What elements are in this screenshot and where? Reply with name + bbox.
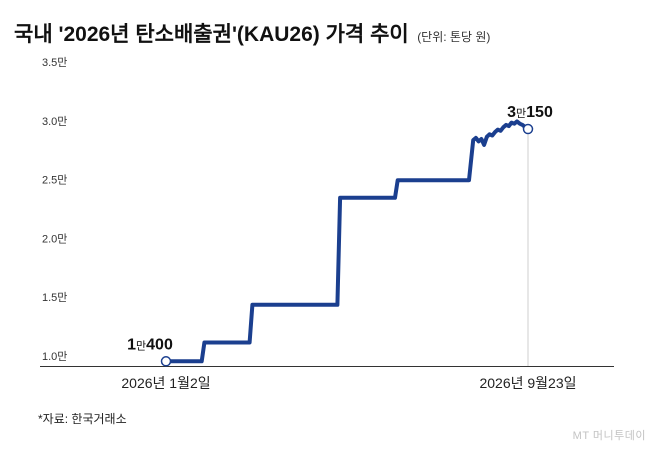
data-label: 1만400 (127, 336, 173, 353)
y-tick-label: 1.0만 (42, 350, 67, 363)
chart-title: 국내 '2026년 탄소배출권'(KAU26) 가격 추이 (14, 23, 409, 46)
unit-label: (단위: 톤당 원) (417, 30, 491, 44)
chart-header: 국내 '2026년 탄소배출권'(KAU26) 가격 추이 (단위: 톤당 원) (14, 18, 490, 48)
endpoint-marker (522, 123, 534, 135)
x-tick-label: 2026년 1월2일 (121, 375, 210, 391)
endpoint-marker (160, 356, 172, 367)
y-tick-label: 3.5만 (42, 56, 67, 69)
x-tick-label: 2026년 9월23일 (479, 375, 576, 391)
y-tick-label: 2.5만 (42, 174, 67, 187)
y-tick-label: 1.5만 (42, 291, 67, 304)
brand-watermark: MT 머니투데이 (572, 430, 646, 442)
price-series-line (164, 119, 530, 364)
source-note: *자료: 한국거래소 (38, 412, 127, 426)
y-tick-label: 3.0만 (42, 115, 67, 128)
data-label: 3만150 (507, 104, 553, 121)
y-tick-label: 2.0만 (42, 232, 67, 245)
